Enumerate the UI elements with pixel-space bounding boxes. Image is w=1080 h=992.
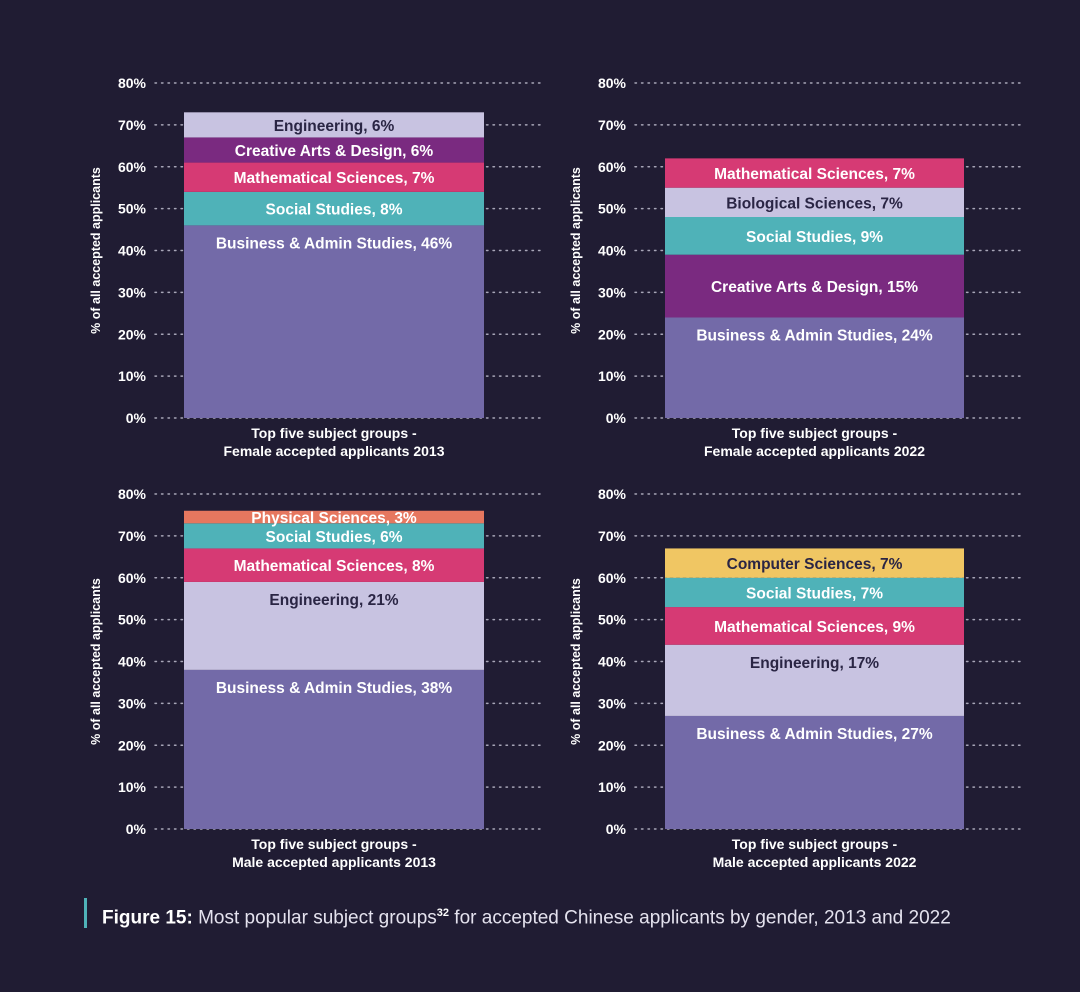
bar-segment-social-studies xyxy=(184,523,484,549)
segment-label: Mathematical Sciences, 9% xyxy=(714,619,915,636)
y-tick-label: 70% xyxy=(118,528,147,544)
y-axis-label: % of all accepted applicants xyxy=(569,167,583,334)
bar-segment-creative-arts-and-design xyxy=(184,137,484,163)
bar-segment-business-and-admin-studies xyxy=(184,225,484,418)
y-tick-label: 10% xyxy=(598,368,627,384)
y-tick-label: 30% xyxy=(118,284,147,300)
bar-segment-mathematical-sciences xyxy=(184,162,484,192)
chart-title-line: Male accepted applicants 2022 xyxy=(713,854,917,870)
y-tick-label: 20% xyxy=(598,737,627,753)
chart-panel-3: 0% 10% 20% 30% 40% 50% 60% 70% 80% % of all accep… xyxy=(89,486,546,870)
segment-label: Mathematical Sciences, 8% xyxy=(234,558,435,575)
chart-title-line: Top five subject groups - xyxy=(251,425,417,441)
y-tick-label: 40% xyxy=(118,243,147,259)
y-tick-label: 30% xyxy=(598,695,627,711)
y-tick-label: 80% xyxy=(118,486,147,502)
segment-label: Engineering, 17% xyxy=(750,655,879,672)
y-tick-label: 60% xyxy=(598,570,627,586)
y-tick-label: 70% xyxy=(598,117,627,133)
segment-label: Creative Arts & Design, 6% xyxy=(235,143,434,160)
y-tick-label: 10% xyxy=(118,779,147,795)
y-tick-label: 70% xyxy=(118,117,147,133)
y-tick-label: 80% xyxy=(598,486,627,502)
y-tick-label: 0% xyxy=(126,410,147,426)
segment-label: Engineering, 21% xyxy=(269,592,398,609)
segment-label: Business & Admin Studies, 38% xyxy=(216,680,453,697)
chart-panel-2: 0% 10% 20% 30% 40% 50% 60% 70% 80% % of all accep… xyxy=(569,75,1026,459)
y-tick-label: 80% xyxy=(118,75,147,91)
y-tick-label: 60% xyxy=(598,159,627,175)
y-axis-label: % of all accepted applicants xyxy=(569,578,583,745)
y-tick-label: 50% xyxy=(118,612,147,628)
chart-title-line: Female accepted applicants 2013 xyxy=(224,443,445,459)
y-tick-label: 70% xyxy=(598,528,627,544)
bar-segment-social-studies xyxy=(184,191,484,226)
segment-label: Biological Sciences, 7% xyxy=(726,195,903,212)
segment-label: Business & Admin Studies, 27% xyxy=(696,726,933,743)
segment-label: Social Studies, 6% xyxy=(266,529,403,546)
y-axis-label: % of all accepted applicants xyxy=(89,167,103,334)
bar-segment-mathematical-sciences xyxy=(665,158,964,188)
segment-label: Computer Sciences, 7% xyxy=(727,556,903,573)
y-tick-label: 80% xyxy=(598,75,627,91)
bar-segment-mathematical-sciences xyxy=(665,607,964,645)
chart-panel-4: 0% 10% 20% 30% 40% 50% 60% 70% 80% % of all accep… xyxy=(569,486,1026,870)
segment-label: Creative Arts & Design, 15% xyxy=(711,279,918,296)
chart-title-line: Female accepted applicants 2022 xyxy=(704,443,925,459)
y-tick-label: 50% xyxy=(598,612,627,628)
bar-segment-engineering xyxy=(665,644,964,716)
segment-label: Business & Admin Studies, 46% xyxy=(216,235,453,252)
y-tick-label: 10% xyxy=(598,779,627,795)
bar-segment-social-studies xyxy=(665,217,964,255)
segment-label: Mathematical Sciences, 7% xyxy=(234,170,435,187)
segment-label: Physical Sciences, 3% xyxy=(251,510,417,527)
y-axis-label: % of all accepted applicants xyxy=(89,578,103,745)
bar-segment-engineering xyxy=(184,112,484,138)
y-tick-label: 10% xyxy=(118,368,147,384)
bar-segment-creative-arts-and-design xyxy=(665,254,964,318)
figure-caption: Figure 15: Most popular subject groups32… xyxy=(84,898,951,928)
segment-label: Business & Admin Studies, 24% xyxy=(696,328,933,345)
y-tick-label: 30% xyxy=(118,695,147,711)
chart-title-line: Top five subject groups - xyxy=(251,836,417,852)
y-tick-label: 60% xyxy=(118,570,147,586)
y-tick-label: 40% xyxy=(598,243,627,259)
caption-text-after: for accepted Chinese applicants by gende… xyxy=(449,907,951,929)
y-tick-label: 50% xyxy=(598,201,627,217)
caption-footnote-ref: 32 xyxy=(436,907,450,919)
segment-label: Social Studies, 7% xyxy=(746,585,883,602)
bar-segment-social-studies xyxy=(665,577,964,608)
y-tick-label: 0% xyxy=(606,410,627,426)
y-tick-label: 20% xyxy=(118,326,147,342)
caption-text-before: Most popular subject groups xyxy=(192,907,437,929)
bar-segment-business-and-admin-studies xyxy=(665,317,964,418)
segment-label: Mathematical Sciences, 7% xyxy=(714,166,915,183)
chart-title-line: Male accepted applicants 2013 xyxy=(232,854,436,870)
bar-segment-physical-sciences xyxy=(184,510,484,524)
chart-title-line: Top five subject groups - xyxy=(732,425,898,441)
bar-segment-computer-sciences xyxy=(665,548,964,578)
y-tick-label: 20% xyxy=(118,737,147,753)
y-tick-label: 0% xyxy=(606,821,627,837)
y-tick-label: 40% xyxy=(118,654,147,670)
y-tick-label: 50% xyxy=(118,201,147,217)
y-tick-label: 60% xyxy=(118,159,147,175)
segment-label: Social Studies, 9% xyxy=(746,229,883,246)
y-tick-label: 40% xyxy=(598,654,627,670)
chart-title-line: Top five subject groups - xyxy=(732,836,898,852)
bar-segment-business-and-admin-studies xyxy=(184,669,484,829)
segment-label: Engineering, 6% xyxy=(274,118,395,135)
bar-segment-biological-sciences xyxy=(665,187,964,217)
bar-segment-engineering xyxy=(184,581,484,670)
y-tick-label: 20% xyxy=(598,326,627,342)
y-tick-label: 30% xyxy=(598,284,627,300)
bar-segment-mathematical-sciences xyxy=(184,548,484,582)
segment-label: Social Studies, 8% xyxy=(266,202,403,219)
bar-segment-business-and-admin-studies xyxy=(665,715,964,829)
y-tick-label: 0% xyxy=(126,821,147,837)
figure-charts: 0% 10% 20% 30% 40% 50% 60% 70% 80% % of all accep… xyxy=(89,75,1026,870)
caption-label: Figure 15: xyxy=(102,907,193,929)
chart-panel-1: 0% 10% 20% 30% 40% 50% 60% 70% 80% % of all accep… xyxy=(89,75,546,459)
